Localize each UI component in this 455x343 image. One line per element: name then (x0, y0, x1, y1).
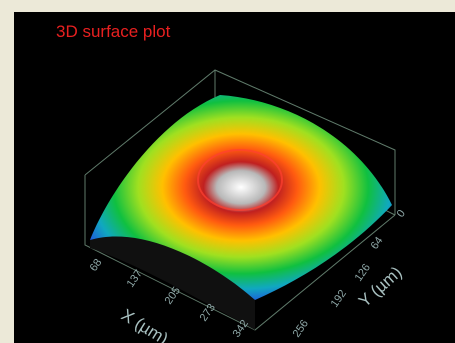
plot-title: 3D surface plot (56, 22, 171, 41)
page: 3D surface plot X (µm) Y (µm) 6813720527… (0, 0, 455, 343)
plot-window: 3D surface plot X (µm) Y (µm) 6813720527… (0, 0, 455, 343)
